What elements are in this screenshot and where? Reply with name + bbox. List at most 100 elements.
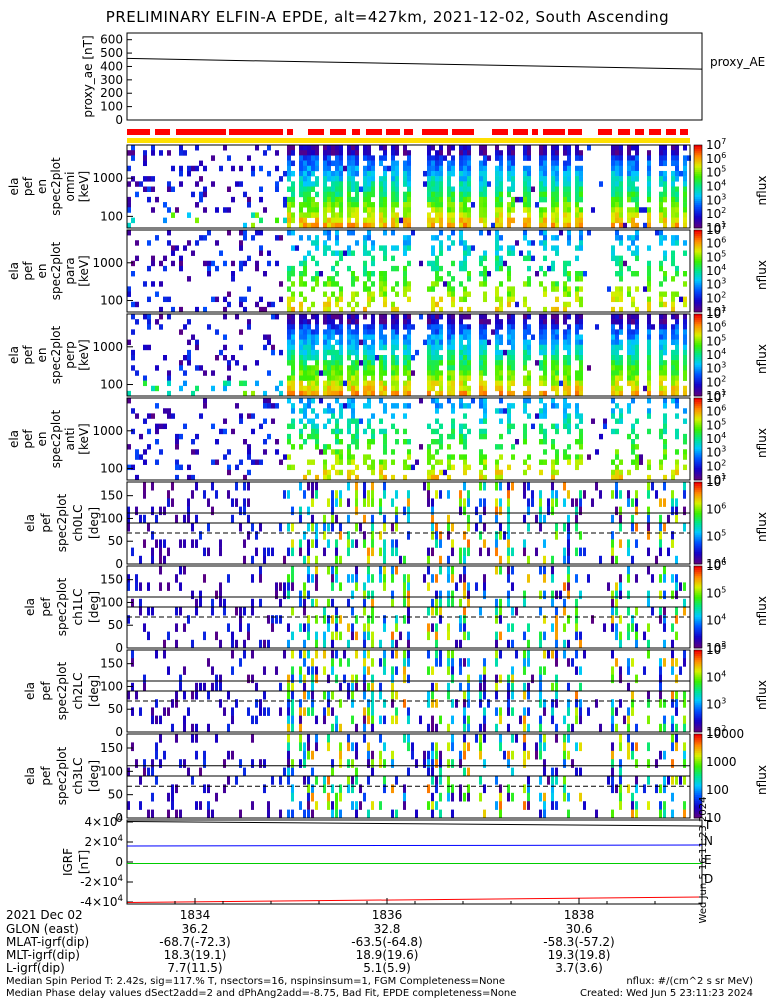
spectrogram-cell xyxy=(631,428,635,435)
pitch-cell xyxy=(511,547,514,557)
pitch-cell xyxy=(655,555,658,565)
spectrogram-cell xyxy=(663,339,667,346)
spectrogram-cell xyxy=(339,291,343,297)
spectrogram-cell xyxy=(459,319,463,325)
spectrogram-cell xyxy=(451,339,455,346)
spectrogram-cell xyxy=(303,408,307,414)
spectrogram-cell xyxy=(575,454,579,460)
spectrogram-cell xyxy=(307,319,311,325)
spectrogram-cell xyxy=(663,196,667,203)
colorbar-cell xyxy=(694,727,702,731)
colorbar-cell xyxy=(694,369,702,372)
pitch-cell xyxy=(671,490,674,499)
pitch-cell xyxy=(647,715,650,725)
spectrogram-cell xyxy=(495,344,499,351)
pitch-cell xyxy=(351,607,354,616)
pitch-cell xyxy=(551,682,554,692)
pitch-cell xyxy=(439,555,442,565)
pitch-cell xyxy=(171,498,174,507)
pitch-cell xyxy=(635,498,638,507)
spectrogram-cell xyxy=(567,334,571,340)
energy-ylabel-line: ela xyxy=(7,262,21,280)
pitch-cell xyxy=(323,707,326,716)
pitch-cell xyxy=(627,623,630,632)
spectrogram-cell xyxy=(395,385,399,392)
spectrogram-cell xyxy=(627,160,631,167)
colorbar-cell xyxy=(694,604,702,608)
pitch-cell xyxy=(463,691,466,700)
spectrogram-cell xyxy=(451,428,455,435)
spectrogram-cell xyxy=(499,319,503,325)
colorbar-cell xyxy=(694,242,702,245)
spectrogram-cell xyxy=(327,365,331,371)
spectrogram-cell xyxy=(439,170,443,177)
pitch-cell xyxy=(635,607,638,616)
pitch-cell xyxy=(507,547,510,557)
spectrogram-cell xyxy=(683,240,687,246)
spectrogram-cell xyxy=(431,186,435,192)
pitch-cell xyxy=(155,514,158,524)
pitch-cell xyxy=(331,631,334,641)
pitch-cell xyxy=(383,539,386,548)
spectrogram-cell xyxy=(563,319,567,325)
spectrogram-cell xyxy=(539,230,543,236)
spectrogram-cell xyxy=(371,433,375,440)
spectrogram-cell xyxy=(539,160,543,167)
spectrogram-cell xyxy=(523,398,527,404)
spectrogram-cell xyxy=(551,334,555,340)
spectrogram-cell xyxy=(231,165,235,172)
spectrogram-cell xyxy=(611,255,615,262)
pitch-cell xyxy=(487,699,490,708)
pitch-cell xyxy=(339,750,342,760)
colorbar-cell xyxy=(694,600,702,604)
spectrogram-cell xyxy=(499,306,503,313)
pitch-cell xyxy=(155,750,158,760)
spectrogram-cell xyxy=(579,296,583,303)
colorbar-cell xyxy=(694,500,702,503)
spectrogram-cell xyxy=(579,150,583,156)
spectrogram-cell xyxy=(575,324,579,330)
pitch-cell xyxy=(523,658,526,667)
spectrogram-cell xyxy=(563,176,567,182)
spectrogram-cell xyxy=(179,365,183,371)
pitch-cell xyxy=(331,767,334,777)
spectrogram-cell xyxy=(383,365,387,371)
spectrogram-cell xyxy=(575,207,579,213)
spectrogram-cell xyxy=(635,433,639,440)
spectrogram-cell xyxy=(355,291,359,297)
spectrogram-cell xyxy=(451,464,455,471)
pitch-cell xyxy=(231,498,234,507)
spectrogram-cell xyxy=(507,212,511,218)
spectrogram-cell xyxy=(511,250,515,256)
spectrogram-cell xyxy=(315,245,319,251)
pitch-ytick-label: 50 xyxy=(108,702,123,716)
spectrogram-cell xyxy=(287,334,291,340)
spectrogram-cell xyxy=(151,255,155,262)
colorbar-cell xyxy=(694,332,702,335)
spectrogram-cell xyxy=(139,454,143,460)
spectrogram-cell xyxy=(303,370,307,376)
pitch-cell xyxy=(131,682,134,692)
pitch-cell xyxy=(475,506,478,516)
spectrogram-cell xyxy=(635,176,639,182)
spectrogram-cell xyxy=(391,375,395,381)
spectrogram-cell xyxy=(335,191,339,198)
spectrogram-cell xyxy=(379,474,383,481)
spectrogram-cell xyxy=(575,459,579,465)
pitch-cell xyxy=(199,801,202,810)
spectrogram-cell xyxy=(407,464,411,471)
colorbar-cell xyxy=(694,475,702,479)
colorbar-cell xyxy=(694,457,702,460)
spectrogram-cell xyxy=(611,186,615,192)
spectrogram-cell xyxy=(451,207,455,213)
spectrogram-cell xyxy=(679,296,683,303)
spectrogram-cell xyxy=(171,413,175,419)
spectrogram-cell xyxy=(575,145,579,151)
pitch-cell xyxy=(395,490,398,499)
spectrogram-cell xyxy=(351,344,355,351)
colorbar-cell xyxy=(694,561,702,565)
spectrogram-cell xyxy=(151,186,155,192)
pitch-cell xyxy=(379,639,382,649)
pitch-cell xyxy=(143,767,146,777)
spectrogram-cell xyxy=(347,449,351,455)
